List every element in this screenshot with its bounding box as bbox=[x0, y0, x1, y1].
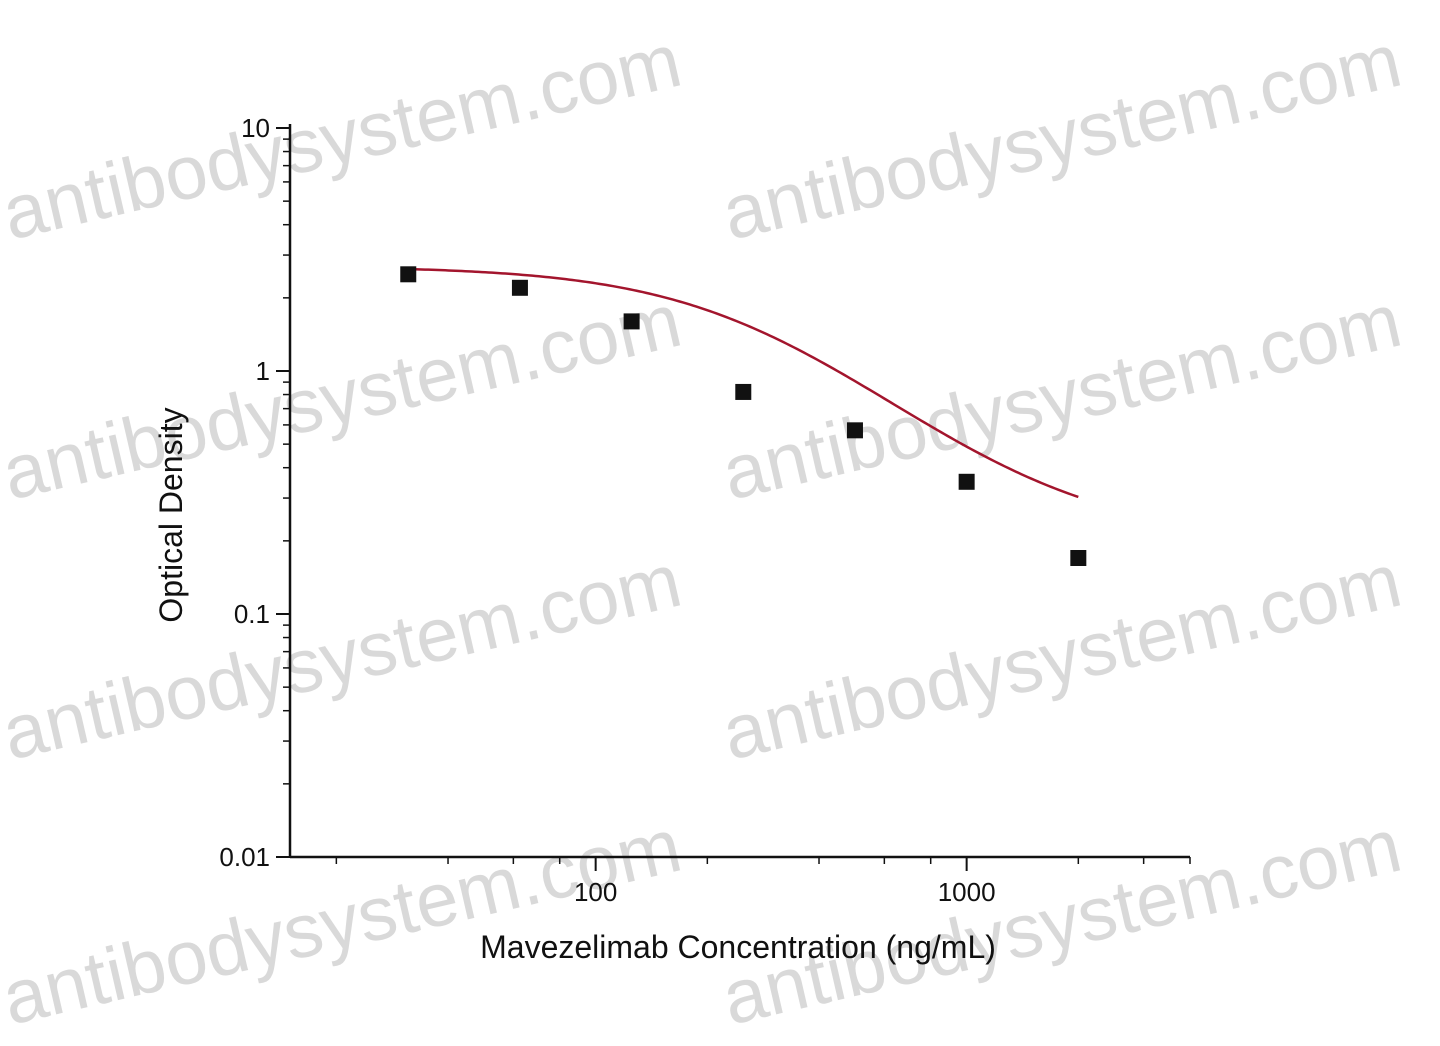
axes bbox=[288, 124, 1190, 859]
data-point bbox=[400, 266, 417, 283]
watermark: antibodysystem.com bbox=[0, 278, 689, 517]
watermark: antibodysystem.com bbox=[0, 538, 689, 777]
y-axis-title: Optical Density bbox=[153, 407, 189, 622]
watermark: antibodysystem.com bbox=[715, 278, 1409, 517]
watermark: antibodysystem.com bbox=[715, 18, 1409, 257]
data-point bbox=[846, 422, 863, 439]
watermark: antibodysystem.com bbox=[715, 538, 1409, 777]
data-point bbox=[958, 473, 975, 490]
y-tick-label: 1 bbox=[256, 356, 270, 386]
y-tick-label: 0.01 bbox=[219, 842, 270, 872]
data-point bbox=[511, 279, 528, 296]
tick-labels: 0.01 0.1 1 10 100 1000 bbox=[219, 113, 995, 907]
data-points bbox=[400, 266, 1087, 567]
watermark-layer: antibodysystem.com antibodysystem.com an… bbox=[0, 18, 1409, 1042]
x-tick-label: 1000 bbox=[938, 877, 996, 907]
ticks bbox=[276, 127, 1191, 871]
y-tick-label: 10 bbox=[241, 113, 270, 143]
watermark: antibodysystem.com bbox=[0, 803, 689, 1042]
watermark: antibodysystem.com bbox=[715, 803, 1409, 1042]
x-tick-label: 100 bbox=[574, 877, 617, 907]
watermark: antibodysystem.com bbox=[0, 18, 689, 257]
x-axis-title: Mavezelimab Concentration (ng/mL) bbox=[480, 929, 996, 965]
data-point bbox=[1070, 550, 1087, 567]
data-point bbox=[623, 313, 640, 330]
data-point bbox=[735, 383, 752, 400]
y-tick-label: 0.1 bbox=[234, 599, 270, 629]
fit-curve bbox=[408, 267, 1079, 499]
